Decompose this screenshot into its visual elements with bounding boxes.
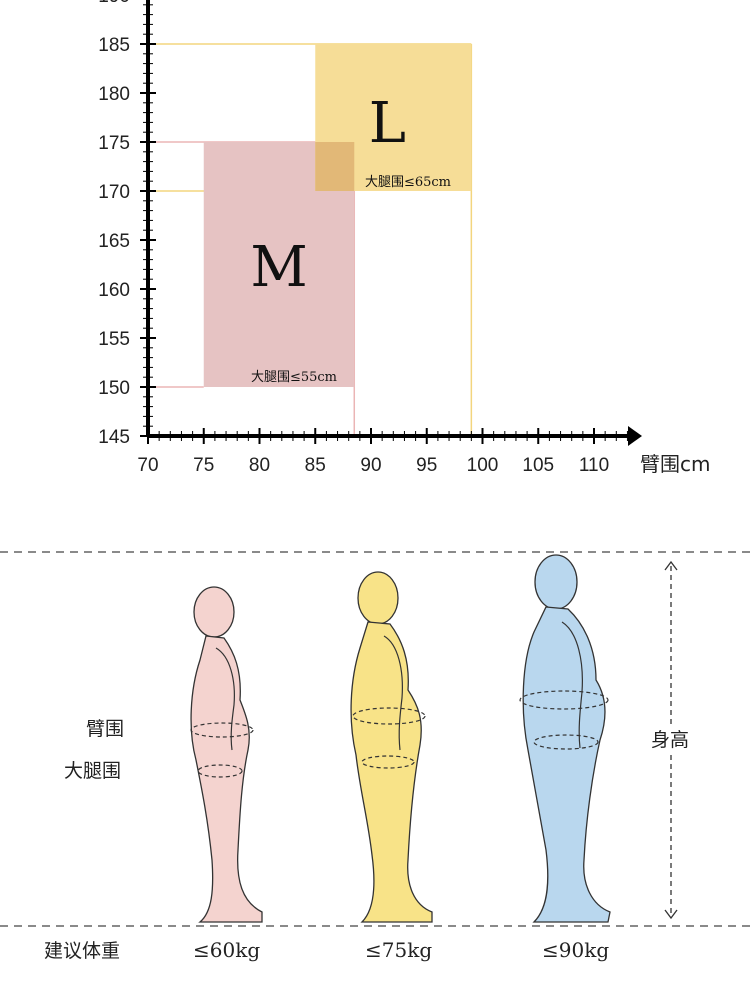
x-tick-label: 70 (137, 455, 158, 476)
figure-m (190, 586, 263, 923)
thigh-label: 大腿围 (64, 760, 121, 782)
x-tick-label: 110 (579, 455, 609, 476)
y-tick-label: 150 (98, 378, 130, 399)
size-chart: 145 150 155 160 165 170 175 180 185 190 70 75 80 85 90… (98, 0, 710, 476)
x-tick-label: 90 (360, 455, 381, 476)
x-axis-title: 臂围cm (640, 452, 710, 476)
x-tick-label: 85 (305, 455, 326, 476)
weight-m: ≤60kg (193, 938, 260, 962)
y-tick-label: 180 (98, 84, 130, 105)
height-arrow-down-icon (664, 909, 678, 920)
figure-l-arm-ring (352, 707, 426, 725)
height-label: 身高 (651, 729, 689, 751)
size-note-l: 大腿围≤65cm (365, 175, 451, 190)
x-tick-label: 100 (467, 455, 499, 476)
figure-xl-head (534, 554, 578, 610)
figure-m-thigh-ring (197, 764, 243, 778)
y-tick-label: 160 (98, 280, 130, 301)
figure-m-body (190, 635, 263, 923)
size-regions (203, 44, 472, 387)
y-tick-label: 175 (98, 133, 130, 154)
y-tick-label: 155 (98, 329, 130, 350)
y-tick-label: 145 (98, 427, 130, 448)
weight-l: ≤75kg (365, 938, 432, 962)
height-label-bg (648, 724, 694, 754)
figure-l-arm (383, 635, 403, 751)
figure-l-head (357, 571, 399, 625)
figure-xl-body (522, 606, 611, 923)
size-letter-l: L (369, 91, 406, 156)
x-tick-label: 95 (416, 455, 437, 476)
size-letter-m: M (250, 235, 307, 300)
figure-xl-thigh-ring (533, 734, 599, 750)
y-tick-label: 190 (98, 0, 130, 7)
axes (146, 0, 642, 446)
arm-label: 臂围 (86, 718, 124, 740)
figure-m-head (193, 586, 235, 638)
figure-xl (519, 554, 611, 923)
figure-l (350, 571, 433, 923)
weight-xl: ≤90kg (542, 938, 609, 962)
y-tick-label: 170 (98, 182, 130, 203)
axis-ticks: 145 150 155 160 165 170 175 180 185 190 70 75 80 85 90… (98, 0, 628, 476)
figure-m-arm (215, 647, 235, 751)
y-tick-label: 185 (98, 35, 130, 56)
height-arrow-up-icon (664, 560, 678, 571)
x-axis-arrow-icon (628, 426, 642, 446)
size-note-m: 大腿围≤55cm (251, 370, 337, 385)
figure-m-arm-ring (190, 722, 254, 738)
x-tick-label: 105 (522, 455, 554, 476)
body-figures: 臂围 大腿围 身高 建议体重 ≤60kg ≤75kg ≤90kg (0, 551, 750, 962)
figure-xl-arm-ring (519, 690, 609, 710)
x-tick-label: 80 (249, 455, 270, 476)
weight-title: 建议体重 (44, 940, 120, 962)
x-tick-label: 75 (193, 455, 214, 476)
region-overlap (315, 142, 355, 191)
y-tick-label: 165 (98, 231, 130, 252)
figure-l-thigh-ring (361, 755, 415, 769)
figure-l-body (350, 621, 433, 923)
height-indicator (648, 560, 694, 920)
region-labels: M 大腿围≤55cm L 大腿围≤65cm (250, 91, 451, 385)
